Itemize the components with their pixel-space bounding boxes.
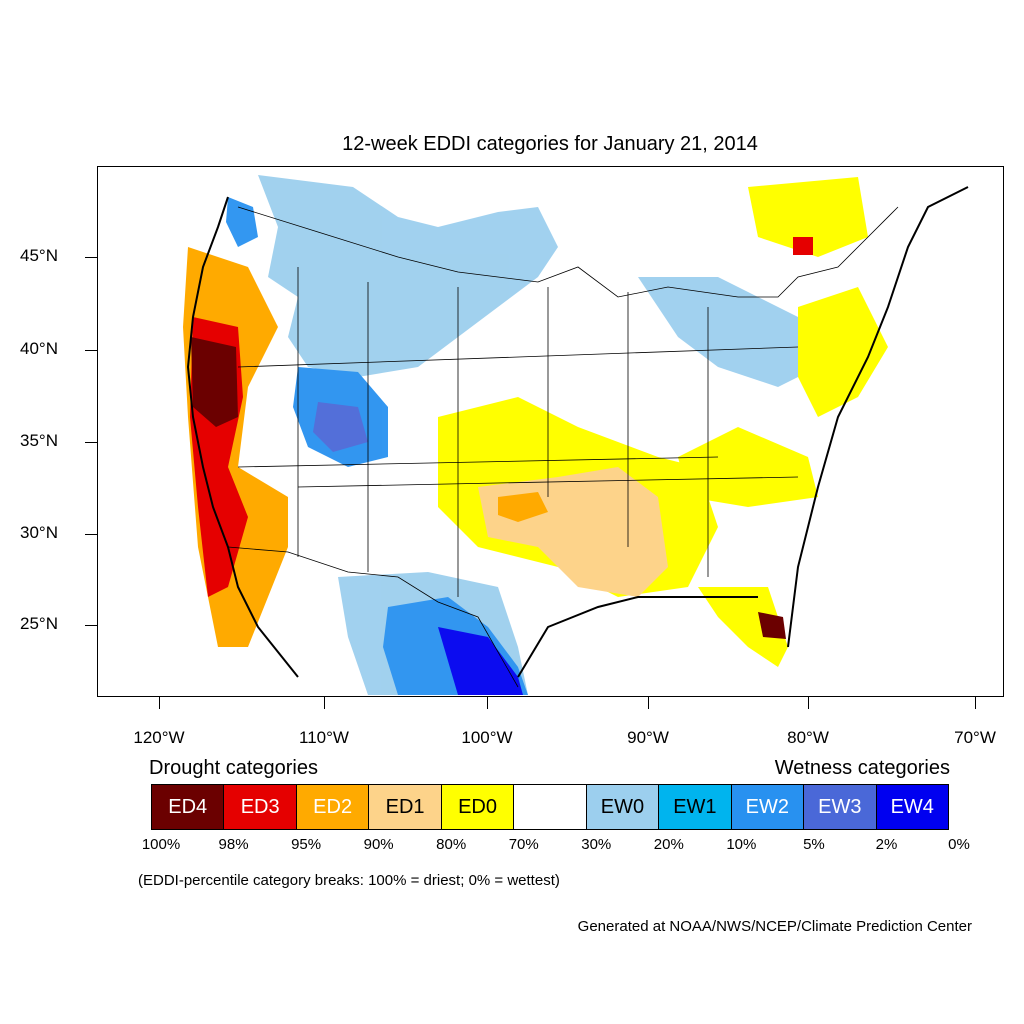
lat-label-45: 45°N	[20, 246, 58, 265]
state-line-9	[297, 476, 799, 488]
coastlines	[186, 186, 969, 678]
percentile-label: 30%	[581, 836, 612, 853]
eddi-map	[183, 175, 969, 695]
lon-tick-70	[975, 697, 976, 709]
lon-tick-100	[487, 697, 488, 709]
legend-cell-ew3: EW3	[804, 785, 877, 829]
color-legend: ED4 ED3 ED2 ED1 ED0 EW0 EW1 EW2 EW3 EW4	[151, 784, 949, 830]
map-panel	[97, 166, 1004, 697]
texas-deepest-wet	[438, 627, 523, 695]
california-exceptional	[191, 337, 238, 427]
lon-label-110: 110°W	[299, 728, 349, 747]
lat-label-40: 40°N	[20, 339, 58, 358]
drought-regions	[183, 177, 888, 667]
northeast-dry	[798, 287, 888, 417]
florida-extreme	[758, 612, 786, 639]
rockies-deep-wet	[313, 402, 368, 452]
credit-line: Generated at NOAA/NWS/NCEP/Climate Predi…	[577, 918, 972, 935]
category-note: (EDDI-percentile category breaks: 100% =…	[138, 872, 560, 889]
lon-tick-110	[324, 697, 325, 709]
legend-cell-ew1: EW1	[659, 785, 732, 829]
percentile-label: 95%	[291, 836, 322, 853]
percentile-label: 2%	[875, 836, 898, 853]
lon-label-100: 100°W	[461, 728, 513, 747]
lat-tick-45	[85, 257, 97, 258]
lon-label-70: 70°W	[954, 728, 996, 747]
legend-cell-ed4: ED4	[152, 785, 225, 829]
us-canada-border	[237, 206, 899, 298]
florida-dry	[698, 587, 788, 667]
lat-label-25: 25°N	[20, 614, 58, 633]
washington-wet	[226, 197, 258, 247]
boundaries	[227, 206, 899, 688]
legend-cell-ew2: EW2	[731, 785, 805, 829]
legend-cell-normal	[514, 785, 587, 829]
percentile-label: 5%	[803, 836, 825, 853]
maine-dry	[748, 177, 868, 257]
percentile-label: 20%	[653, 836, 684, 853]
lon-label-80: 80°W	[787, 728, 829, 747]
legend-cell-ed2: ED2	[296, 785, 370, 829]
atlantic-coast	[787, 186, 969, 648]
gulf-coast	[517, 596, 758, 678]
lat-tick-40	[85, 350, 97, 351]
percentile-label: 10%	[726, 836, 757, 853]
southern-moderate-drought	[478, 467, 668, 597]
lon-label-120: 120°W	[133, 728, 185, 747]
northwest-wet-region	[258, 175, 558, 377]
pacific-coast	[186, 196, 299, 678]
us-mexico-border	[227, 546, 519, 688]
lat-tick-25	[85, 625, 97, 626]
lat-tick-30	[85, 534, 97, 535]
drought-categories-heading: Drought categories	[149, 757, 318, 779]
state-line-8	[237, 456, 719, 468]
legend-cell-ed0: ED0	[441, 785, 515, 829]
wetness-regions	[226, 175, 818, 695]
great-lakes-wet-region	[638, 277, 818, 387]
lon-tick-120	[159, 697, 160, 709]
wetness-categories-heading: Wetness categories	[774, 757, 950, 779]
lat-label-30: 30°N	[20, 523, 58, 542]
legend-cell-ed1: ED1	[369, 785, 442, 829]
percentile-label: 90%	[363, 836, 394, 853]
legend-cell-ew4: EW4	[876, 785, 948, 829]
oklahoma-severe	[498, 492, 548, 522]
lon-label-90: 90°W	[627, 728, 669, 747]
lon-tick-90	[648, 697, 649, 709]
legend-cell-ed3: ED3	[224, 785, 297, 829]
lon-tick-80	[808, 697, 809, 709]
maine-extreme	[793, 237, 813, 255]
percentile-label: 98%	[218, 836, 249, 853]
percentile-label: 0%	[948, 836, 970, 853]
map-title: 12-week EDDI categories for January 21, …	[342, 133, 758, 155]
percentile-label: 80%	[436, 836, 467, 853]
southeast-dry	[678, 427, 818, 507]
percentile-label: 100%	[141, 836, 181, 853]
lat-label-35: 35°N	[20, 431, 58, 450]
state-line-7	[237, 346, 799, 368]
legend-cell-ew0: EW0	[586, 785, 660, 829]
lat-tick-35	[85, 442, 97, 443]
percentile-label: 70%	[508, 836, 539, 853]
